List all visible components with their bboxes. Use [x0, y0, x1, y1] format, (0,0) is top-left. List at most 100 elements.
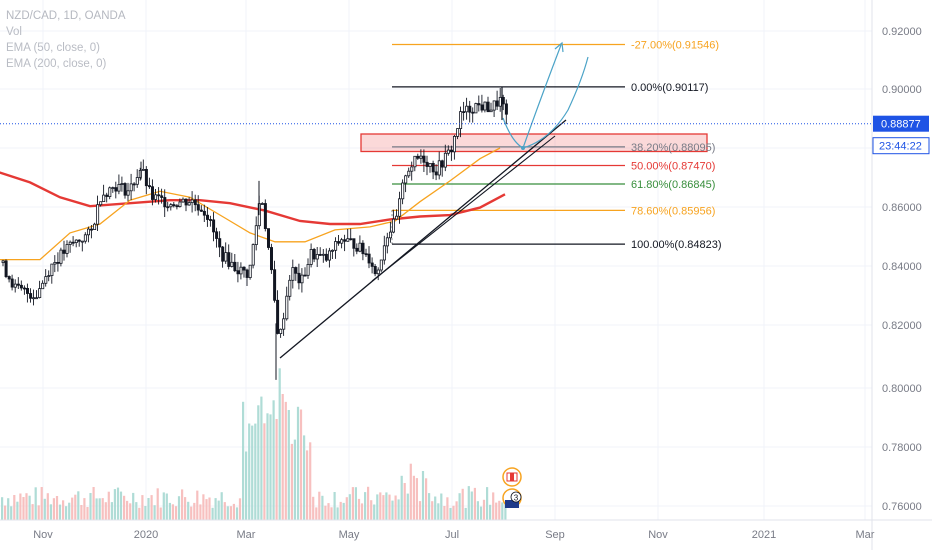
candle-body: [449, 149, 453, 153]
volume-bar: [431, 501, 434, 520]
candle-body: [65, 244, 69, 254]
ema50-indicator-label[interactable]: EMA (50, close, 0): [6, 42, 100, 54]
candle-body: [50, 263, 54, 277]
volume-bar: [272, 400, 275, 520]
candle-body: [398, 198, 402, 217]
candle-body: [282, 318, 286, 330]
candle-body: [324, 253, 328, 261]
trendline-inner: [371, 135, 556, 282]
fib-level-label: 50.00%(0.87470): [631, 161, 715, 173]
projection-path-2: [522, 56, 589, 149]
volume-bar: [86, 507, 89, 520]
candle-body: [367, 253, 371, 264]
canada-flag-icon: [510, 473, 514, 481]
volume-bar: [89, 493, 92, 520]
candle-body: [269, 247, 273, 271]
volume-bar: [287, 410, 290, 520]
candle-body: [56, 261, 60, 264]
candle-body: [434, 171, 438, 176]
volume-bar: [412, 475, 415, 520]
candle-body: [157, 194, 161, 197]
volume-bar: [403, 483, 406, 520]
price-tick-label: 0.84000: [882, 261, 922, 273]
candle-body: [233, 261, 237, 272]
volume-bar: [193, 502, 196, 520]
candle-body: [504, 103, 508, 115]
candle-body: [391, 218, 395, 233]
volume-bar: [260, 396, 263, 520]
candle-body: [276, 299, 280, 334]
candle-body: [334, 241, 338, 251]
projection-point: [521, 146, 525, 150]
volume-bar: [165, 493, 168, 520]
volume-bar: [25, 493, 28, 520]
candle-body: [32, 297, 36, 300]
volume-bar: [321, 495, 324, 520]
volume-bar: [7, 498, 10, 520]
volume-bar: [428, 493, 431, 520]
volume-bar: [354, 487, 357, 520]
volume-bar: [22, 497, 25, 520]
candle-body: [77, 239, 81, 242]
volume-bar: [251, 425, 254, 520]
time-tick-label: Jul: [445, 529, 459, 541]
volume-bar: [83, 498, 86, 520]
volume-bar: [376, 494, 379, 520]
volume-bar: [473, 487, 476, 520]
candle-body: [74, 239, 78, 244]
candle-body: [410, 166, 414, 172]
candle-body: [202, 210, 206, 216]
candle-body: [38, 288, 42, 299]
countdown-badge: [872, 137, 930, 155]
volume-bar: [110, 502, 113, 520]
volume-bar: [119, 491, 123, 520]
candle-body: [175, 205, 179, 208]
volume-bar: [10, 506, 13, 520]
volume-bar: [391, 500, 394, 520]
candle-body: [19, 284, 23, 289]
candle-body: [47, 275, 51, 278]
volume-bar: [348, 494, 351, 520]
volume-bar: [367, 486, 370, 520]
candle-body: [300, 274, 304, 284]
volume-bar: [232, 503, 235, 520]
candle-body: [208, 219, 212, 221]
candle-body: [291, 267, 295, 281]
candle-body: [245, 269, 249, 278]
volume-bar: [190, 506, 193, 520]
volume-bar: [65, 506, 68, 520]
volume-bar: [37, 505, 40, 520]
current-price-text: 0.88877: [881, 119, 921, 131]
candle-body: [178, 201, 182, 207]
volume-bar: [31, 504, 34, 520]
symbol-title[interactable]: NZD/CAD, 1D, OANDA: [6, 10, 126, 22]
candle-body: [294, 267, 298, 274]
volume-bar: [223, 502, 226, 520]
volume-bar: [406, 493, 409, 520]
volume-bar: [214, 498, 217, 520]
candle-body: [327, 250, 331, 261]
candle-body: [239, 266, 243, 275]
candle-body: [80, 240, 84, 243]
candle-body: [318, 253, 322, 256]
candle-body: [373, 265, 377, 275]
candle-body: [147, 185, 151, 188]
candle-body: [227, 252, 231, 267]
candle-body: [135, 177, 139, 185]
volume-bar: [336, 507, 339, 520]
volume-bar: [55, 496, 59, 520]
volume-indicator-label[interactable]: Vol: [6, 26, 22, 38]
candle-body: [431, 162, 435, 173]
candle-body: [163, 197, 167, 208]
projection-arrowhead: [554, 41, 564, 53]
volume-bar: [467, 486, 470, 520]
candle-body: [102, 194, 106, 203]
candle-body: [187, 202, 191, 206]
ema200-indicator-label[interactable]: EMA (200, close, 0): [6, 58, 107, 70]
volume-bar: [421, 471, 425, 520]
volume-bar: [394, 495, 397, 520]
candle-body: [437, 160, 441, 176]
volume-bar: [464, 507, 467, 520]
